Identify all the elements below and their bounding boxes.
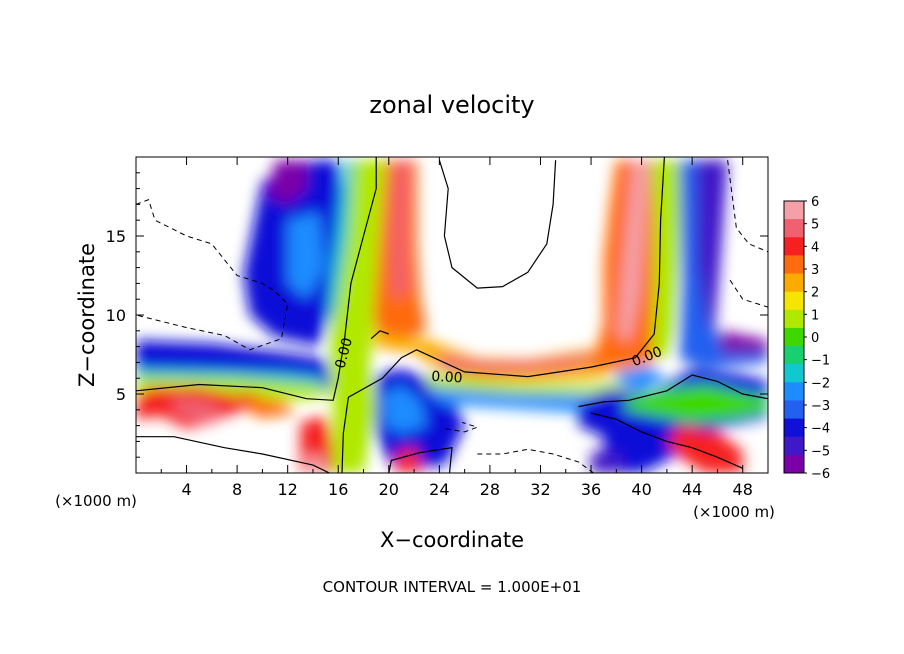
- x-unit-left: (×1000 m): [55, 492, 137, 510]
- contour-line-solid: [388, 446, 453, 473]
- colorbar-label: 3: [811, 263, 819, 278]
- contour-line-solid: [370, 330, 390, 340]
- contour-line-solid: [136, 436, 330, 473]
- velocity-patch: [616, 365, 667, 390]
- contour-line-solid: [578, 374, 768, 408]
- velocity-patch: [391, 160, 409, 300]
- velocity-patch: [306, 454, 324, 473]
- colorbar-swatch: [784, 400, 804, 420]
- contour-line-dashed: [729, 279, 768, 308]
- colorbar-swatch: [784, 273, 804, 293]
- colorbar: 6 5 4 3 2 1 0 −1 −2 −3 −4 −5 −6: [783, 195, 830, 482]
- velocity-patch: [247, 395, 294, 418]
- velocity-patch: [382, 386, 427, 434]
- x-tick-label: 44: [682, 480, 702, 499]
- x-axis: 4 8 12 16 20 24 28 32 36 40 44 48: [160, 157, 753, 499]
- x-tick-label: 36: [581, 480, 601, 499]
- contour-label: 0.00: [431, 369, 463, 387]
- contour-line-solid: [438, 160, 557, 289]
- colorbar-swatch: [784, 309, 804, 329]
- colorbar-swatch: [784, 237, 804, 256]
- colorbar-label: −6: [811, 467, 830, 482]
- colorbar-swatch: [784, 327, 804, 347]
- colorbar-label: 1: [811, 308, 819, 323]
- colorbar-swatch: [784, 291, 804, 311]
- colorbar-swatch: [784, 436, 804, 456]
- x-tick-label: 4: [181, 480, 191, 499]
- colorbar-swatch: [784, 382, 804, 401]
- velocity-patch: [268, 160, 307, 205]
- velocity-patch: [426, 373, 642, 396]
- y-axis-label: Z−coordinate: [75, 243, 99, 387]
- plot-area: 0.000.000.00: [135, 156, 769, 474]
- colorbar-label: 6: [811, 195, 819, 210]
- colorbar-label: 0: [811, 331, 819, 346]
- y-axis: 5 10 15: [106, 172, 768, 458]
- colorbar-swatch: [784, 346, 804, 365]
- velocity-patch: [591, 450, 623, 473]
- x-tick-label: 48: [733, 480, 753, 499]
- velocity-patch: [651, 160, 682, 360]
- contour-label: 0.00: [333, 336, 357, 370]
- colorbar-swatch: [784, 219, 804, 238]
- x-unit-right: (×1000 m): [693, 503, 775, 521]
- contour-line-solid: [590, 412, 743, 469]
- colorbar-label: −1: [811, 354, 830, 369]
- colorbar-swatch: [784, 454, 804, 474]
- velocity-field: [136, 160, 768, 473]
- y-tick-label: 15: [106, 227, 126, 246]
- colorbar-swatch: [784, 255, 804, 275]
- contour-lines: [136, 157, 768, 473]
- velocity-patch: [720, 330, 768, 353]
- colorbar-swatch: [784, 201, 804, 220]
- colorbar-label: 2: [811, 286, 819, 301]
- colorbar-label: −5: [811, 444, 830, 459]
- x-tick-label: 8: [232, 480, 242, 499]
- velocity-patch: [622, 384, 768, 423]
- contour-interval-footer: CONTOUR INTERVAL = 1.000E+01: [323, 578, 582, 596]
- y-tick-label: 10: [106, 306, 126, 325]
- colorbar-label: 5: [811, 218, 819, 233]
- colorbar-swatch: [784, 418, 804, 438]
- velocity-patch: [696, 160, 728, 331]
- x-tick-label: 16: [328, 480, 348, 499]
- contour-line-solid: [341, 157, 665, 473]
- velocity-patch: [439, 354, 610, 374]
- contour-line-solid: [136, 157, 377, 401]
- contour-line-dashed: [445, 421, 479, 433]
- colorbar-swatch: [784, 364, 804, 383]
- colorbar-label: 4: [811, 240, 819, 255]
- chart-title: zonal velocity: [369, 91, 534, 119]
- velocity-patch: [173, 397, 225, 424]
- velocity-patch: [328, 160, 354, 331]
- velocity-patch: [287, 212, 326, 300]
- colorbar-label: −3: [811, 399, 830, 414]
- colorbar-label: −2: [811, 376, 830, 391]
- colorbar-label: −4: [811, 422, 830, 437]
- velocity-patch: [666, 425, 743, 473]
- contour-line-dashed: [136, 199, 289, 351]
- x-tick-label: 24: [429, 480, 449, 499]
- y-tick-label: 5: [116, 385, 126, 404]
- x-tick-label: 28: [480, 480, 500, 499]
- x-tick-label: 40: [631, 480, 651, 499]
- contour-line-dashed: [477, 448, 594, 473]
- x-tick-label: 20: [379, 480, 399, 499]
- velocity-patch: [617, 160, 650, 344]
- x-tick-label: 12: [278, 480, 298, 499]
- x-axis-label: X−coordinate: [380, 528, 524, 552]
- x-tick-label: 32: [530, 480, 550, 499]
